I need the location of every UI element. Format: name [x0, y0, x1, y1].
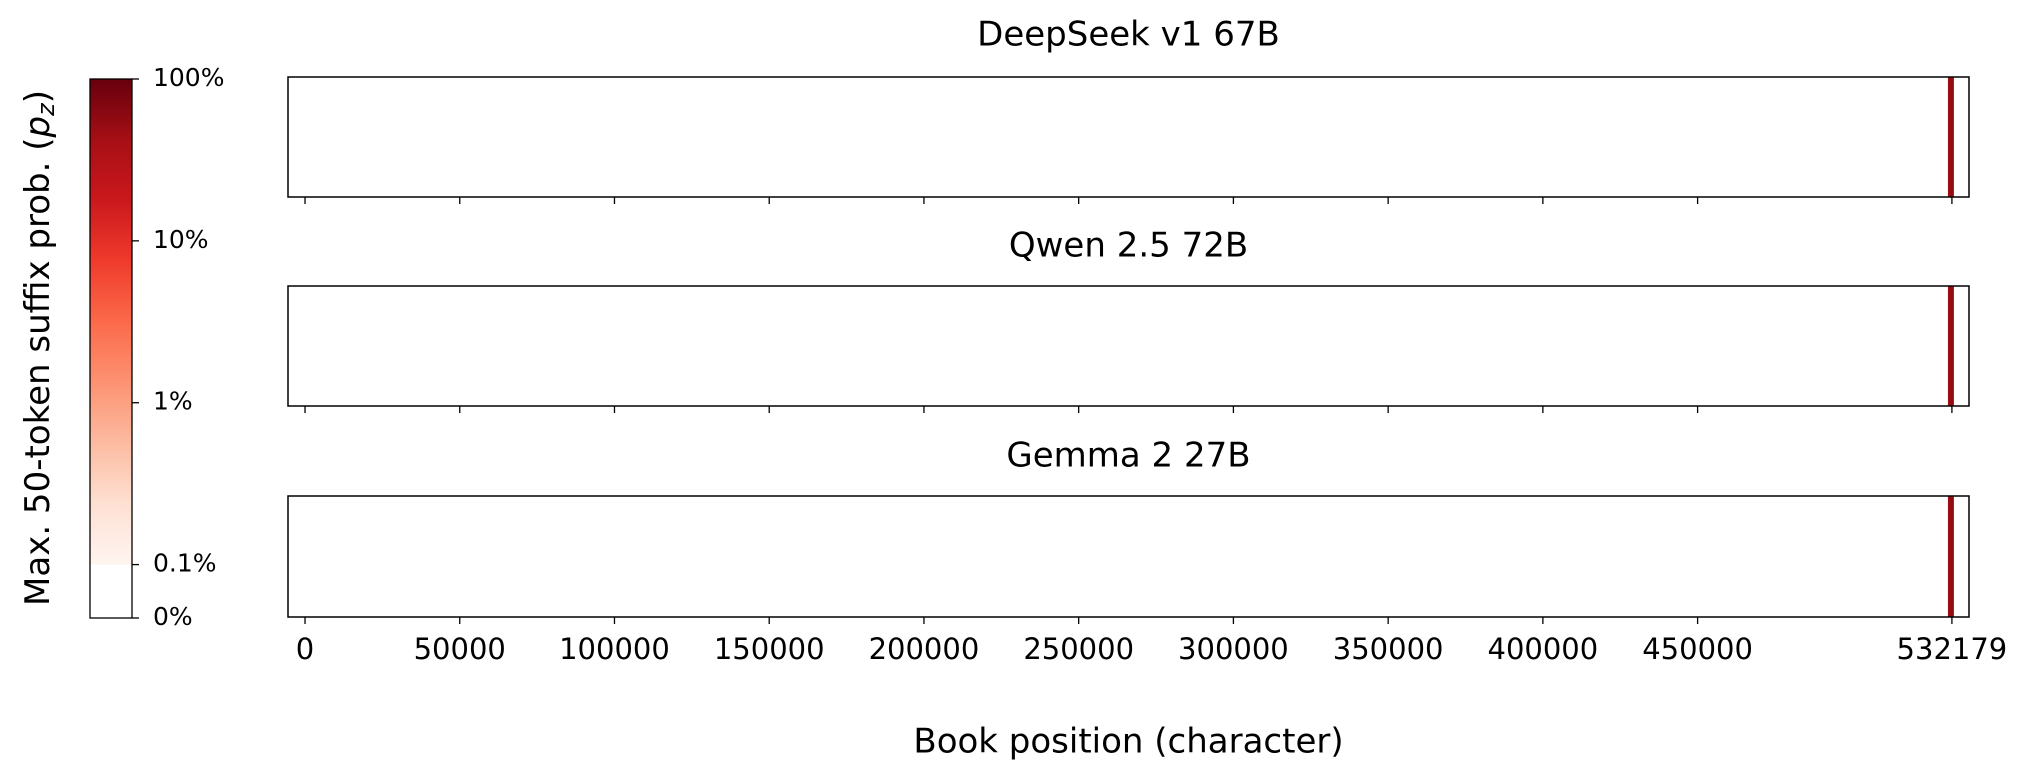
x-tick-label: 150000 — [714, 632, 825, 666]
plot-background — [288, 496, 1969, 617]
colorbar-label: Max. 50-token suffix prob. (pz) — [18, 90, 61, 606]
panel-title: DeepSeek v1 67B — [977, 15, 1280, 55]
panel-title: Gemma 2 27B — [1006, 436, 1250, 476]
colorbar-tick-label: 0.1% — [153, 549, 217, 578]
x-tick-label: 450000 — [1642, 632, 1753, 666]
plot-frame — [287, 76, 1970, 198]
colorbar-tick-label: 10% — [153, 225, 209, 254]
colorbar-tick-label: 100% — [153, 63, 224, 92]
colorbar-tick-label: 0% — [153, 602, 193, 631]
colorbar-label-part: p — [18, 116, 58, 139]
x-tick-label: 0 — [296, 632, 314, 666]
panel-title: Qwen 2.5 72B — [1009, 226, 1248, 266]
strip-mark — [1947, 285, 1954, 407]
x-tick-label: 300000 — [1178, 632, 1289, 666]
colorbar-label-part: z — [32, 102, 60, 117]
x-tick-label: 532179 — [1897, 632, 2008, 666]
x-tick-label: 400000 — [1488, 632, 1599, 666]
x-axis-label: Book position (character) — [913, 722, 1343, 762]
strip-mark — [1947, 76, 1954, 198]
colorbar-frame — [89, 78, 133, 619]
x-tick-label: 200000 — [869, 632, 980, 666]
colorbar-gradient — [90, 79, 132, 565]
x-tick-label: 250000 — [1023, 632, 1134, 666]
plot-frame — [287, 495, 1970, 618]
strip-mark — [1947, 495, 1954, 618]
plot-frame — [287, 285, 1970, 407]
colorbar-label-part: ) — [18, 90, 58, 103]
colorbar-tick-label: 1% — [153, 387, 193, 416]
x-tick-label: 100000 — [559, 632, 670, 666]
colorbar-label-part: Max. 50-token suffix prob. ( — [18, 138, 58, 606]
x-tick-label: 350000 — [1333, 632, 1444, 666]
plot-background — [288, 286, 1969, 406]
x-tick-label: 50000 — [414, 632, 506, 666]
plot-background — [288, 77, 1969, 197]
